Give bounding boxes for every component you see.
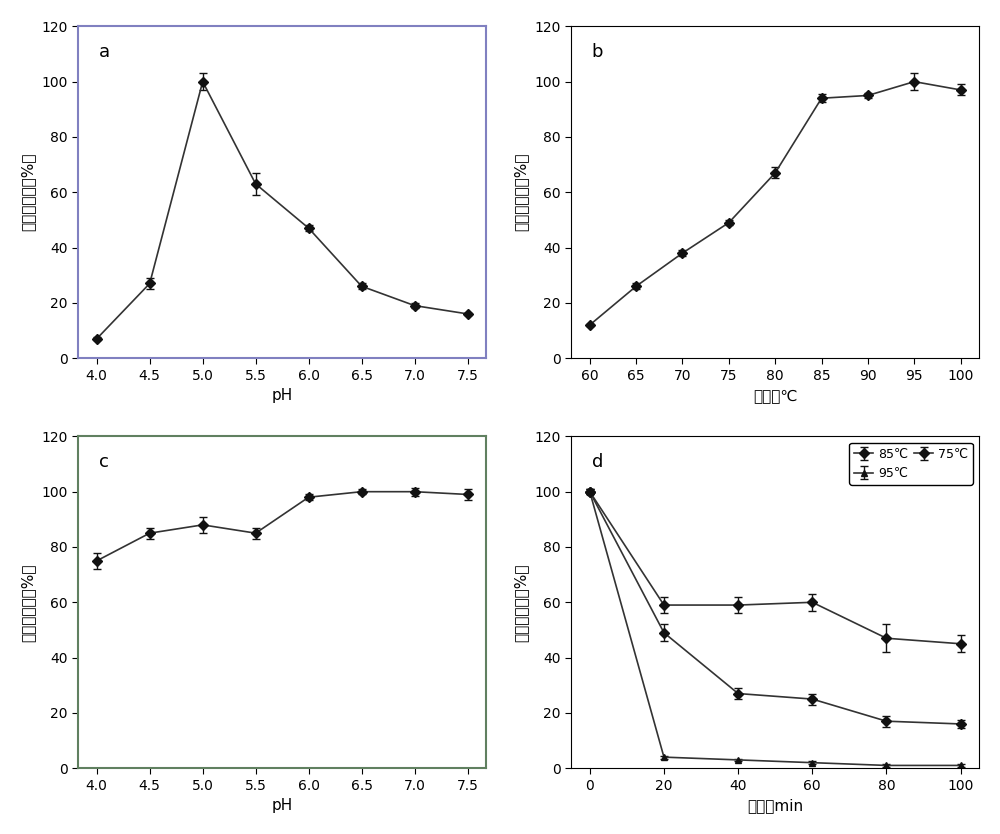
X-axis label: 温度／℃: 温度／℃ xyxy=(753,388,797,403)
Text: c: c xyxy=(99,453,108,471)
X-axis label: 时间／min: 时间／min xyxy=(747,798,803,813)
Text: d: d xyxy=(592,453,603,471)
Y-axis label: 相对酶活力（%）: 相对酶活力（%） xyxy=(21,153,36,232)
Y-axis label: 相对酶活力（%）: 相对酶活力（%） xyxy=(514,153,529,232)
Text: a: a xyxy=(99,43,110,61)
X-axis label: pH: pH xyxy=(272,388,293,403)
Y-axis label: 相对酶活力（%）: 相对酶活力（%） xyxy=(514,563,529,641)
Y-axis label: 相对酶活力（%）: 相对酶活力（%） xyxy=(21,563,36,641)
Text: b: b xyxy=(592,43,603,61)
X-axis label: pH: pH xyxy=(272,798,293,813)
Legend: 85℃, 95℃, 75℃: 85℃, 95℃, 75℃ xyxy=(849,443,973,485)
